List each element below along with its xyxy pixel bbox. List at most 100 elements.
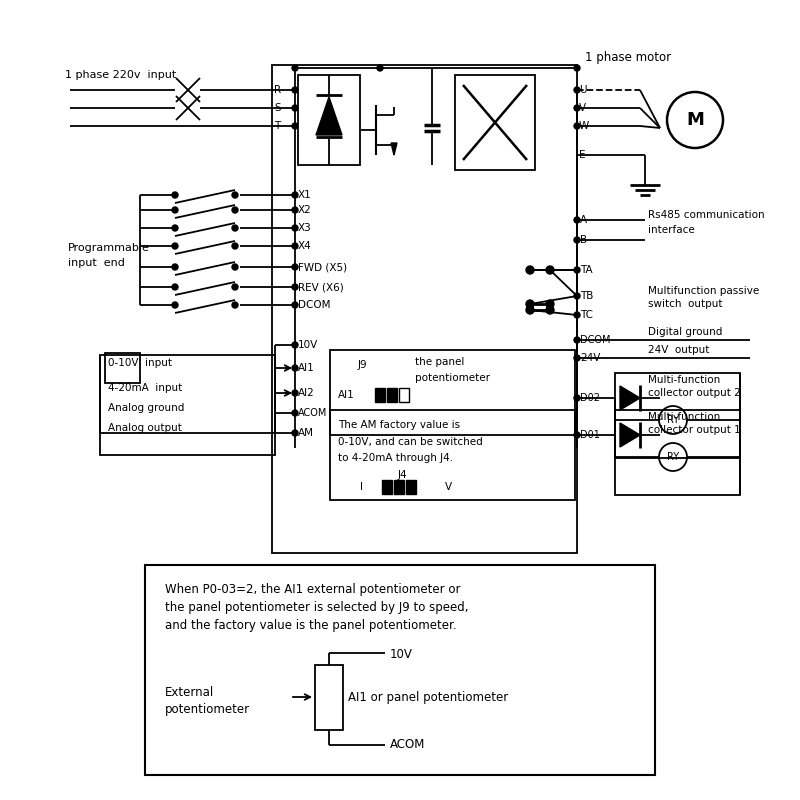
- Bar: [330, 410, 575, 500]
- Circle shape: [232, 302, 238, 308]
- Circle shape: [292, 410, 298, 416]
- Text: FWD (X5): FWD (X5): [298, 262, 347, 272]
- Text: AI2: AI2: [298, 388, 314, 398]
- Polygon shape: [620, 386, 640, 410]
- Bar: [298, 75, 360, 165]
- Circle shape: [232, 243, 238, 249]
- Text: 4-20mA  input: 4-20mA input: [108, 383, 182, 393]
- Circle shape: [574, 355, 580, 361]
- Text: J4: J4: [398, 470, 408, 480]
- Circle shape: [292, 365, 298, 371]
- Text: ACOM: ACOM: [390, 738, 426, 751]
- Circle shape: [172, 284, 178, 290]
- Polygon shape: [391, 143, 397, 155]
- Text: X3: X3: [298, 223, 312, 233]
- Circle shape: [574, 105, 580, 111]
- Text: Analog output: Analog output: [108, 423, 182, 433]
- Text: 10V: 10V: [390, 649, 413, 662]
- Text: 1 phase 220v  input: 1 phase 220v input: [65, 70, 176, 80]
- Bar: [455, 75, 535, 170]
- Text: AI1: AI1: [338, 390, 354, 400]
- Circle shape: [292, 65, 298, 71]
- Text: 0-10V, and can be switched: 0-10V, and can be switched: [338, 437, 482, 447]
- Text: 0-10V  input: 0-10V input: [108, 358, 172, 368]
- Text: X4: X4: [298, 241, 312, 251]
- Text: R: R: [274, 85, 281, 95]
- Bar: [272, 65, 577, 553]
- Text: 24V  output: 24V output: [648, 345, 710, 355]
- Bar: [375, 388, 385, 402]
- Circle shape: [292, 225, 298, 231]
- Text: potentiometer: potentiometer: [415, 373, 490, 383]
- Text: When P0-03=2, the AI1 external potentiometer or: When P0-03=2, the AI1 external potentiom…: [165, 583, 461, 597]
- Text: I: I: [360, 482, 363, 492]
- Bar: [387, 388, 397, 402]
- Bar: [382, 480, 392, 494]
- Circle shape: [292, 390, 298, 396]
- Circle shape: [292, 207, 298, 213]
- Text: J9: J9: [358, 360, 368, 370]
- Circle shape: [232, 192, 238, 198]
- Bar: [145, 565, 655, 775]
- Text: input  end: input end: [68, 258, 125, 268]
- Text: Digital ground: Digital ground: [648, 327, 722, 337]
- Circle shape: [172, 264, 178, 270]
- Text: U: U: [579, 85, 586, 95]
- Bar: [615, 410, 740, 495]
- Text: D01: D01: [580, 430, 600, 440]
- Text: AM: AM: [298, 428, 314, 438]
- Bar: [105, 353, 140, 383]
- Text: T: T: [274, 121, 280, 131]
- Text: DCOM: DCOM: [580, 335, 610, 345]
- Text: D02: D02: [580, 393, 600, 403]
- Text: X1: X1: [298, 190, 312, 200]
- Text: External: External: [165, 686, 214, 699]
- Text: Analog ground: Analog ground: [108, 403, 184, 413]
- Circle shape: [172, 207, 178, 213]
- Circle shape: [574, 217, 580, 223]
- Circle shape: [292, 430, 298, 436]
- Text: A: A: [580, 215, 587, 225]
- Text: V: V: [445, 482, 452, 492]
- Bar: [100, 355, 275, 455]
- Text: E: E: [579, 150, 586, 160]
- Text: RY: RY: [667, 452, 679, 462]
- Circle shape: [232, 225, 238, 231]
- Text: collector output 1: collector output 1: [648, 425, 741, 435]
- Circle shape: [172, 192, 178, 198]
- Circle shape: [292, 302, 298, 308]
- Circle shape: [292, 192, 298, 198]
- Text: 24V: 24V: [580, 353, 600, 363]
- Text: Programmable: Programmable: [68, 243, 150, 253]
- Text: RY: RY: [667, 415, 679, 425]
- Text: interface: interface: [648, 225, 694, 235]
- Circle shape: [232, 264, 238, 270]
- Bar: [315, 665, 343, 730]
- Circle shape: [292, 105, 298, 111]
- Circle shape: [574, 267, 580, 273]
- Circle shape: [574, 395, 580, 401]
- Text: the panel: the panel: [415, 357, 464, 367]
- Text: Multifunction passive: Multifunction passive: [648, 286, 759, 296]
- Bar: [406, 480, 416, 494]
- Circle shape: [292, 243, 298, 249]
- Text: Multi-function: Multi-function: [648, 412, 720, 422]
- Circle shape: [574, 312, 580, 318]
- Text: 1 phase motor: 1 phase motor: [585, 51, 671, 65]
- Circle shape: [526, 266, 534, 274]
- Bar: [394, 480, 404, 494]
- Text: X2: X2: [298, 205, 312, 215]
- Text: AI1: AI1: [298, 363, 314, 373]
- Circle shape: [292, 342, 298, 348]
- Circle shape: [377, 65, 383, 71]
- Circle shape: [292, 264, 298, 270]
- Circle shape: [574, 237, 580, 243]
- Text: switch  output: switch output: [648, 299, 722, 309]
- Circle shape: [232, 207, 238, 213]
- Bar: [615, 373, 740, 458]
- Polygon shape: [620, 423, 640, 447]
- Bar: [330, 350, 575, 435]
- Text: DCOM: DCOM: [298, 300, 330, 310]
- Circle shape: [292, 284, 298, 290]
- Text: V: V: [579, 103, 586, 113]
